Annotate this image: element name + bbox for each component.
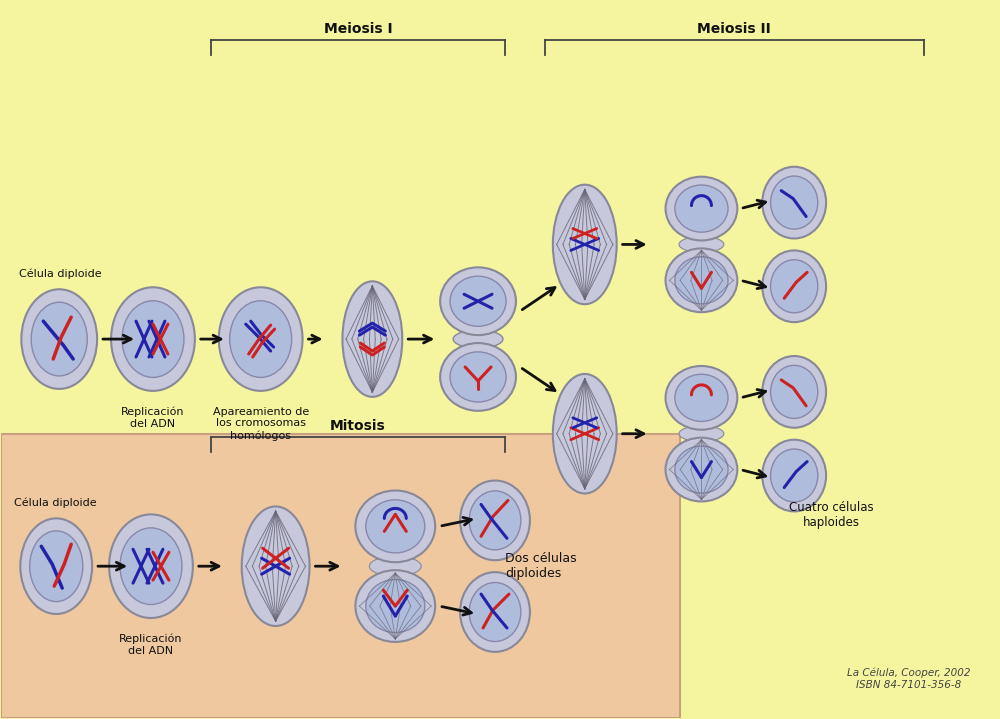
Ellipse shape: [450, 276, 506, 326]
Ellipse shape: [120, 528, 182, 605]
Text: Meiosis I: Meiosis I: [324, 22, 392, 36]
Ellipse shape: [771, 260, 818, 313]
Ellipse shape: [771, 176, 818, 229]
Ellipse shape: [366, 580, 425, 633]
Ellipse shape: [469, 491, 521, 550]
Ellipse shape: [679, 237, 724, 252]
Text: Cuatro células
haploides: Cuatro células haploides: [789, 501, 873, 529]
Ellipse shape: [355, 490, 435, 562]
Text: Meiosis II: Meiosis II: [697, 22, 771, 36]
Ellipse shape: [762, 250, 826, 322]
Ellipse shape: [762, 356, 826, 428]
Ellipse shape: [219, 288, 303, 391]
Text: Replicación
del ADN: Replicación del ADN: [119, 634, 183, 656]
Text: Célula diploide: Célula diploide: [19, 269, 102, 279]
Text: Célula diploide: Célula diploide: [14, 498, 97, 508]
Ellipse shape: [31, 302, 87, 376]
Ellipse shape: [30, 531, 83, 602]
Ellipse shape: [342, 281, 402, 397]
Ellipse shape: [366, 500, 425, 553]
Text: La Célula, Cooper, 2002
ISBN 84-7101-356-8: La Célula, Cooper, 2002 ISBN 84-7101-356…: [847, 668, 971, 690]
Ellipse shape: [675, 375, 728, 421]
Ellipse shape: [440, 343, 516, 411]
Text: Dos células
diploides: Dos células diploides: [505, 552, 577, 580]
Ellipse shape: [679, 426, 724, 441]
Ellipse shape: [666, 366, 737, 430]
Ellipse shape: [111, 288, 195, 391]
Ellipse shape: [453, 330, 503, 348]
Ellipse shape: [666, 438, 737, 501]
Ellipse shape: [771, 449, 818, 502]
Ellipse shape: [355, 570, 435, 642]
Ellipse shape: [122, 301, 184, 377]
Ellipse shape: [553, 374, 617, 493]
Ellipse shape: [675, 257, 728, 304]
Ellipse shape: [369, 557, 421, 576]
Ellipse shape: [469, 582, 521, 641]
Bar: [1, 434, 680, 718]
Ellipse shape: [21, 289, 97, 389]
Ellipse shape: [440, 267, 516, 335]
Ellipse shape: [230, 301, 292, 377]
Ellipse shape: [762, 167, 826, 239]
Ellipse shape: [666, 249, 737, 312]
Ellipse shape: [20, 518, 92, 614]
Ellipse shape: [675, 185, 728, 232]
Text: Apareamiento de
los cromosomas
homólogos: Apareamiento de los cromosomas homólogos: [213, 407, 309, 441]
Ellipse shape: [242, 506, 310, 626]
Ellipse shape: [460, 572, 530, 652]
Ellipse shape: [675, 446, 728, 493]
Text: Replicación
del ADN: Replicación del ADN: [121, 407, 185, 429]
Ellipse shape: [460, 480, 530, 560]
Ellipse shape: [450, 352, 506, 402]
Text: Mitosis: Mitosis: [330, 418, 386, 433]
Ellipse shape: [666, 177, 737, 240]
Ellipse shape: [553, 185, 617, 304]
Ellipse shape: [109, 514, 193, 618]
Ellipse shape: [771, 365, 818, 418]
Ellipse shape: [762, 440, 826, 511]
